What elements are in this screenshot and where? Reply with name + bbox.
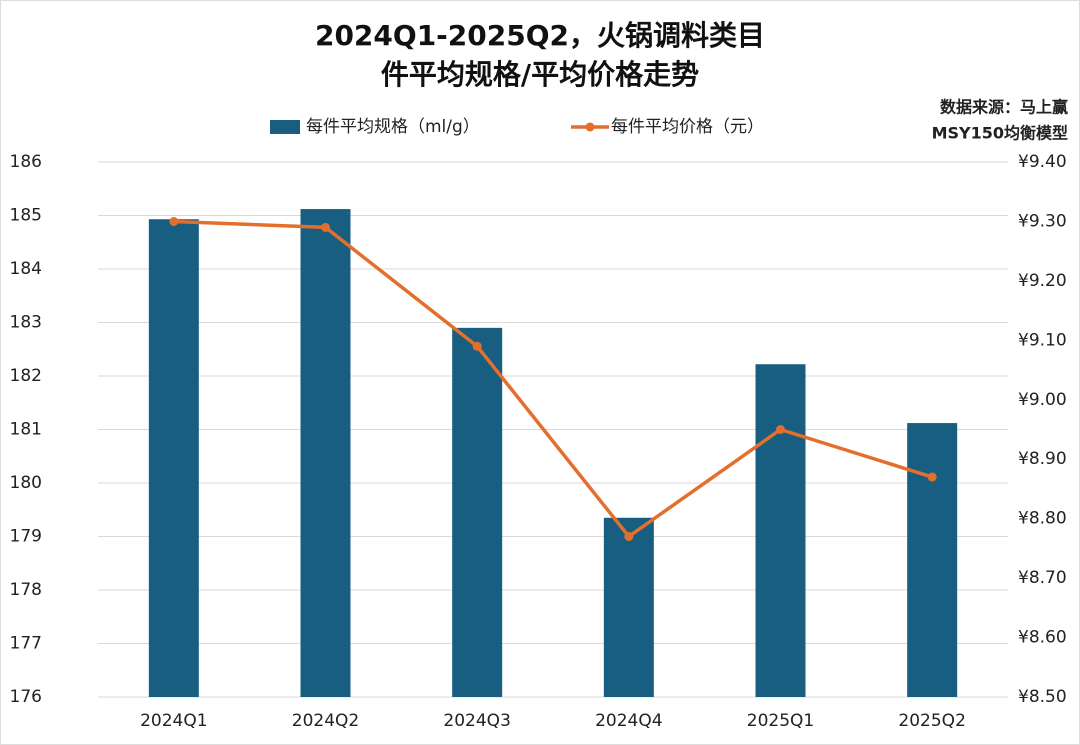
y2-tick-label: ¥9.10 [1018, 330, 1067, 350]
x-tick-label: 2024Q1 [140, 711, 207, 731]
y2-tick-label: ¥8.50 [1018, 687, 1067, 707]
bar [603, 517, 654, 697]
source-note: 数据来源：马上赢 [940, 98, 1068, 117]
y2-tick-label: ¥8.80 [1018, 509, 1067, 529]
y2-tick-label: ¥9.00 [1018, 390, 1067, 410]
legend-swatch [270, 120, 300, 134]
line-point [927, 472, 937, 482]
y-tick-label: 178 [10, 580, 42, 600]
y-tick-label: 183 [10, 313, 42, 333]
x-tick-label: 2024Q2 [292, 711, 359, 731]
line-point [472, 341, 482, 351]
line-point [624, 532, 634, 541]
bar [907, 423, 958, 697]
y-tick-label: 184 [10, 259, 42, 279]
y-tick-label: 186 [10, 152, 42, 172]
x-tick-label: 2024Q3 [443, 711, 510, 731]
y2-tick-label: ¥9.20 [1018, 271, 1067, 291]
y-tick-label: 182 [10, 366, 42, 386]
x-tick-label: 2025Q2 [898, 711, 965, 731]
y2-tick-label: ¥8.60 [1018, 628, 1067, 648]
legend-swatch [585, 122, 595, 132]
y-tick-label: 185 [10, 206, 42, 226]
source-note: MSY150均衡模型 [932, 124, 1068, 143]
legend-label: 每件平均规格（ml/g） [306, 117, 480, 137]
bar [148, 219, 199, 697]
line-point [321, 222, 330, 232]
bar [452, 327, 503, 697]
y2-tick-label: ¥8.70 [1018, 568, 1067, 588]
line-point [776, 425, 785, 434]
y-tick-label: 176 [10, 687, 42, 707]
line [173, 219, 933, 539]
y-tick-label: 181 [10, 420, 42, 440]
y2-tick-label: ¥8.90 [1018, 449, 1067, 469]
chart-title: 2024Q1-2025Q2，火锅调料类目 [315, 19, 765, 52]
y2-tick-label: ¥9.30 [1018, 211, 1067, 231]
x-tick-label: 2025Q1 [747, 711, 814, 731]
y2-tick-label: ¥9.40 [1018, 152, 1067, 172]
y-tick-label: 180 [10, 473, 42, 493]
line-point [169, 216, 179, 226]
bar [300, 209, 351, 697]
chart-title: 件平均规格/平均价格走势 [381, 58, 699, 91]
x-tick-label: 2024Q4 [595, 711, 662, 731]
legend-label: 每件平均价格（元） [611, 117, 764, 137]
y-tick-label: 179 [10, 527, 42, 547]
bar [755, 364, 806, 697]
y-tick-label: 177 [10, 634, 42, 654]
